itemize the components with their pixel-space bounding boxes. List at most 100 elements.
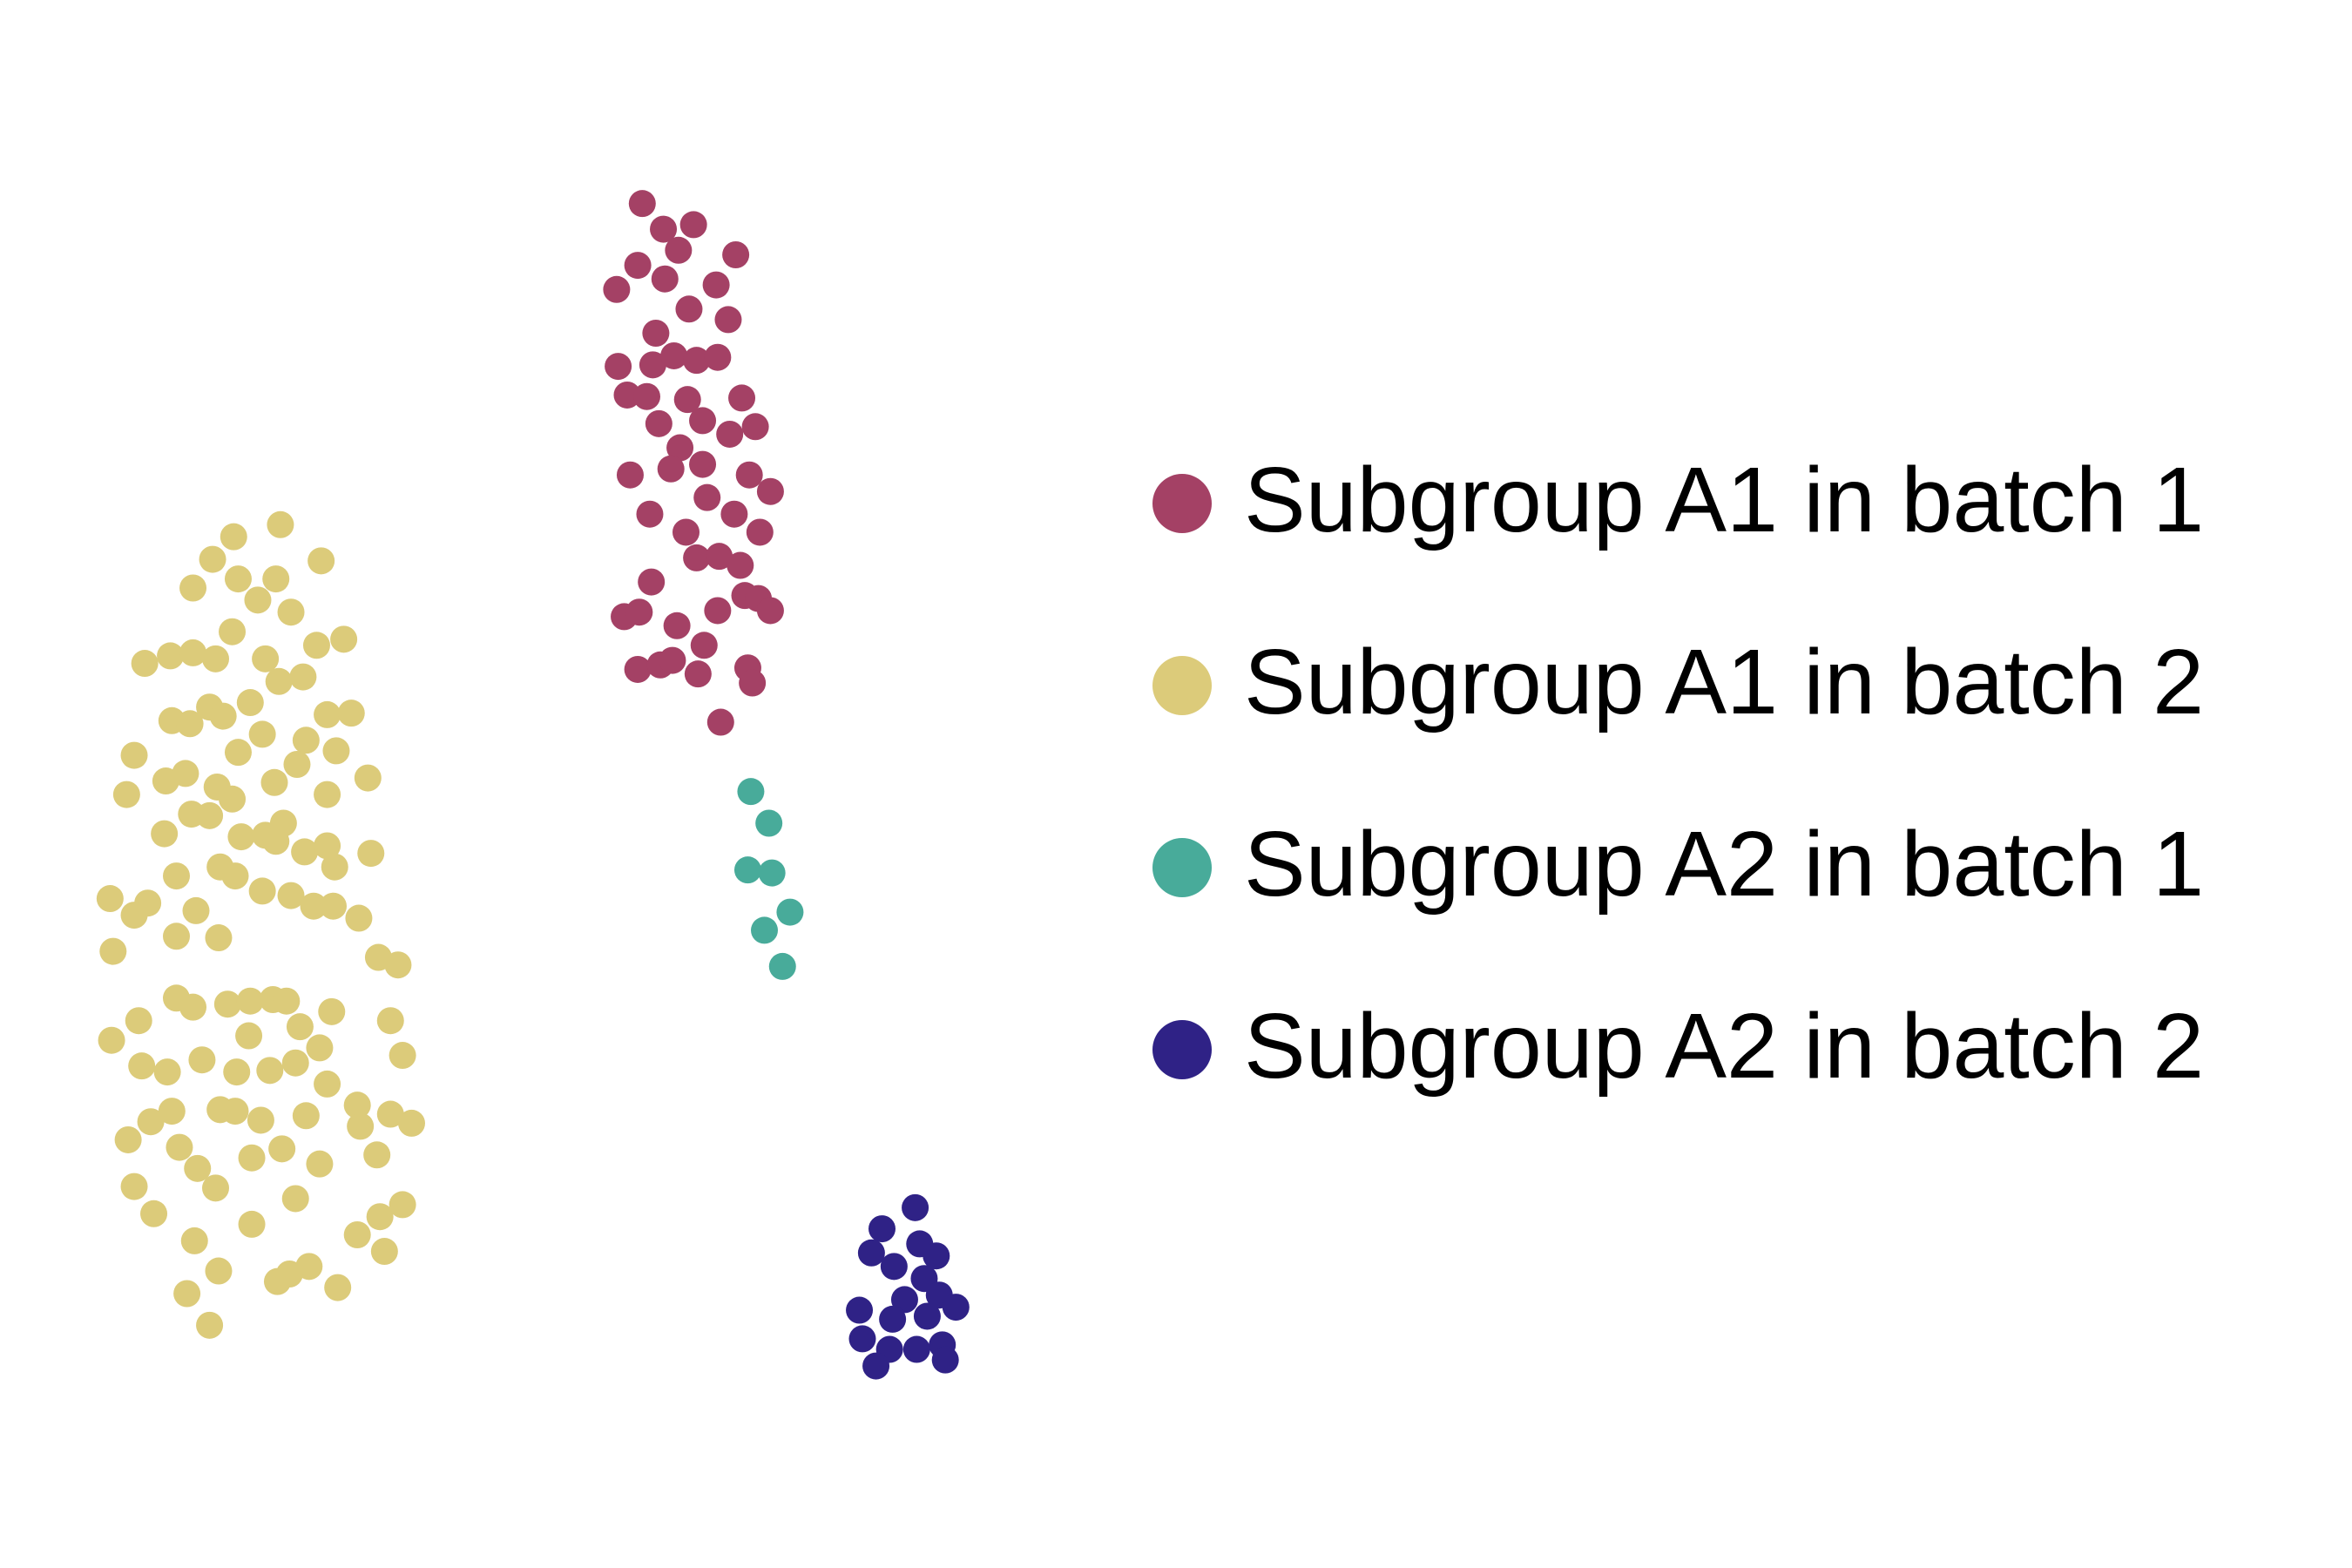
point	[163, 923, 190, 950]
point	[238, 1144, 266, 1172]
point	[182, 896, 210, 924]
point	[99, 937, 127, 965]
point	[389, 1042, 416, 1070]
point	[657, 455, 685, 483]
point	[613, 381, 641, 409]
point	[741, 413, 769, 441]
point	[665, 236, 693, 264]
point	[675, 295, 703, 323]
point	[720, 500, 748, 528]
point	[221, 862, 249, 890]
point	[205, 924, 233, 952]
point	[739, 669, 767, 697]
point	[923, 1242, 950, 1270]
point	[651, 265, 679, 293]
point	[166, 1133, 193, 1161]
point	[291, 838, 319, 866]
point	[722, 241, 750, 268]
point	[262, 565, 290, 593]
point	[275, 1260, 303, 1288]
point	[370, 1238, 398, 1266]
point	[286, 1013, 314, 1041]
point	[158, 1098, 186, 1125]
point	[638, 568, 666, 596]
point	[256, 1057, 284, 1085]
point	[265, 667, 293, 695]
point	[120, 741, 148, 769]
point	[848, 1325, 876, 1353]
point	[247, 1106, 274, 1134]
point	[223, 1058, 251, 1086]
point	[727, 551, 754, 579]
point	[202, 645, 229, 672]
point	[173, 1280, 201, 1308]
point	[706, 708, 734, 736]
point	[302, 632, 330, 659]
point	[205, 1257, 233, 1285]
point	[746, 518, 774, 546]
point	[679, 211, 707, 239]
point	[273, 987, 301, 1015]
point	[704, 597, 732, 625]
point	[704, 343, 732, 371]
point	[268, 1135, 296, 1163]
point	[224, 739, 252, 767]
point	[137, 1108, 165, 1136]
point	[366, 1203, 394, 1231]
legend-marker	[1152, 474, 1212, 533]
point	[663, 612, 691, 639]
point	[659, 646, 686, 674]
point	[702, 271, 730, 299]
point	[236, 987, 264, 1015]
point	[931, 1346, 959, 1374]
point	[330, 625, 358, 653]
point	[112, 781, 140, 808]
point	[857, 1239, 885, 1267]
legend-label: Subgroup A2 in batch 1	[1244, 813, 2204, 916]
point	[199, 545, 226, 573]
point	[603, 275, 631, 303]
point	[660, 341, 688, 369]
point	[672, 518, 700, 546]
point	[179, 993, 207, 1021]
point	[616, 461, 644, 489]
point	[221, 1098, 249, 1125]
point	[128, 1052, 156, 1080]
point	[683, 544, 711, 571]
point	[756, 477, 784, 505]
point	[645, 409, 672, 437]
point	[320, 892, 347, 920]
point	[314, 700, 341, 728]
point	[176, 710, 204, 738]
point	[321, 853, 348, 881]
point	[153, 1058, 181, 1086]
point	[684, 660, 712, 688]
point	[639, 351, 666, 379]
point	[363, 1141, 391, 1169]
point	[693, 483, 721, 511]
point	[179, 574, 207, 602]
point	[277, 598, 305, 626]
point	[673, 386, 701, 414]
point	[151, 820, 179, 848]
point	[157, 642, 185, 670]
point	[262, 828, 290, 855]
point	[248, 720, 276, 748]
point	[289, 663, 317, 691]
point	[389, 1191, 416, 1219]
point	[318, 997, 346, 1025]
point	[260, 768, 288, 796]
point	[248, 877, 276, 905]
point	[163, 862, 190, 890]
point	[666, 434, 694, 462]
point	[202, 1174, 229, 1202]
point	[624, 252, 652, 280]
point	[120, 902, 148, 929]
point	[188, 1046, 216, 1074]
point	[283, 751, 311, 778]
point	[683, 347, 711, 375]
point	[125, 1007, 152, 1035]
point	[236, 689, 264, 717]
point	[890, 1286, 918, 1314]
point	[714, 306, 742, 334]
